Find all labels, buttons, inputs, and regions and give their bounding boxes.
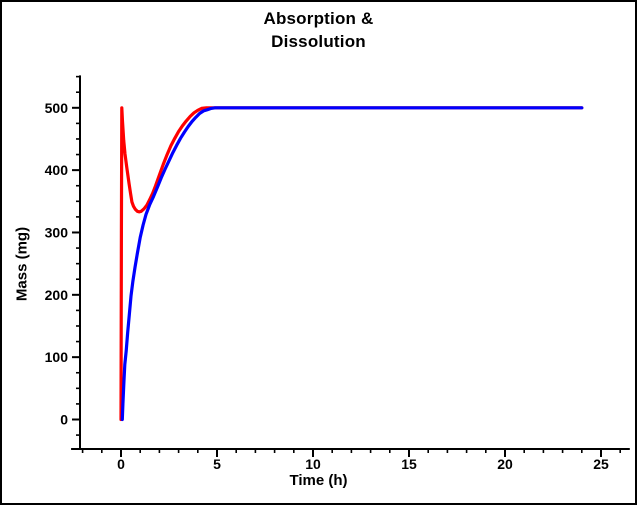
y-tick-label: 0 <box>60 412 68 428</box>
chart-title-line-2: Dissolution <box>271 32 366 51</box>
x-tick-label: 25 <box>593 456 609 472</box>
x-tick-label: 15 <box>401 456 417 472</box>
y-tick-label: 200 <box>45 287 69 303</box>
blue-curve <box>120 106 584 422</box>
y-tick-label: 300 <box>45 224 69 240</box>
x-tick-label: 5 <box>213 456 221 472</box>
red-curve <box>119 106 584 422</box>
x-axis-label: Time (h) <box>289 472 348 489</box>
x-tick-label: 10 <box>305 456 321 472</box>
x-tick-label: 20 <box>497 456 513 472</box>
y-tick-label: 100 <box>45 349 69 365</box>
x-tick-label: 0 <box>117 456 125 472</box>
chart-title-line-1: Absorption & <box>263 9 374 28</box>
y-tick-label: 500 <box>45 100 69 116</box>
chart-title: Absorption & Dissolution <box>2 7 635 53</box>
y-tick-label: 400 <box>45 162 69 178</box>
